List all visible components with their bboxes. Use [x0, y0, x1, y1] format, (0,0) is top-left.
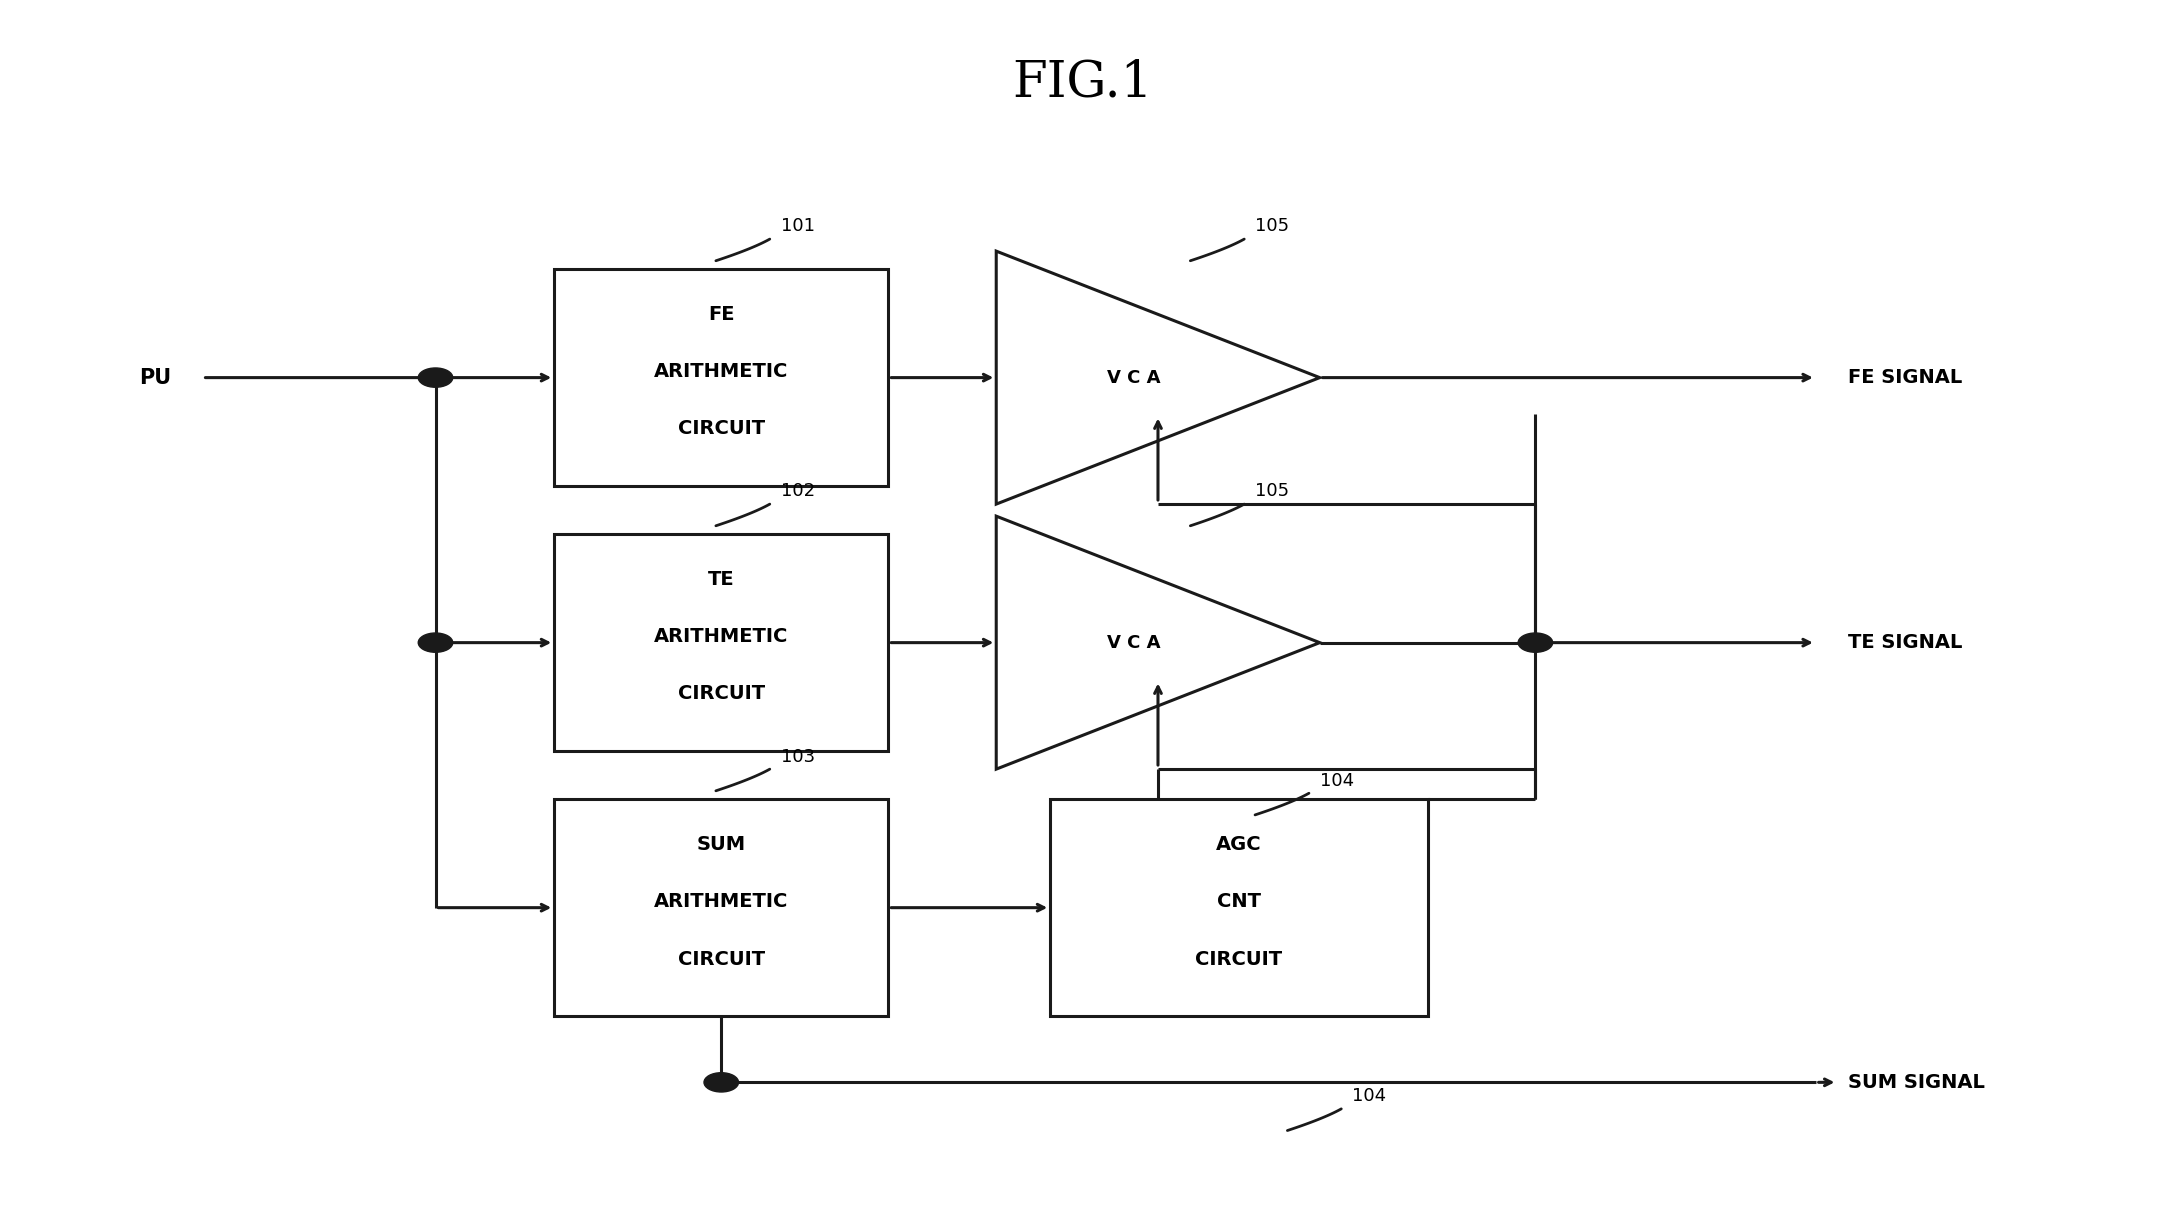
Text: CIRCUIT: CIRCUIT	[678, 684, 764, 704]
Circle shape	[418, 368, 452, 387]
Text: 105: 105	[1256, 483, 1288, 501]
Text: 101: 101	[782, 217, 814, 235]
Text: PU: PU	[139, 368, 171, 388]
Text: TE SIGNAL: TE SIGNAL	[1849, 633, 1961, 653]
Circle shape	[704, 1072, 738, 1092]
Bar	[1050, 799, 1427, 1016]
Text: TE: TE	[708, 570, 734, 590]
Bar	[554, 269, 888, 486]
Text: 104: 104	[1321, 771, 1353, 790]
Text: CNT: CNT	[1217, 893, 1260, 911]
Text: ARITHMETIC: ARITHMETIC	[654, 893, 788, 911]
Polygon shape	[996, 517, 1321, 769]
Bar	[554, 534, 888, 751]
Text: CIRCUIT: CIRCUIT	[678, 420, 764, 438]
Text: SUM SIGNAL: SUM SIGNAL	[1849, 1072, 1985, 1092]
Text: V C A: V C A	[1106, 633, 1160, 651]
Text: 103: 103	[782, 747, 814, 765]
Text: FE: FE	[708, 306, 734, 324]
Text: AGC: AGC	[1217, 836, 1262, 854]
Circle shape	[418, 633, 452, 653]
Circle shape	[1518, 633, 1552, 653]
Text: 105: 105	[1256, 217, 1288, 235]
Text: SUM: SUM	[697, 836, 745, 854]
Text: ARITHMETIC: ARITHMETIC	[654, 363, 788, 381]
Text: CIRCUIT: CIRCUIT	[678, 950, 764, 968]
Text: ARITHMETIC: ARITHMETIC	[654, 627, 788, 647]
Bar	[554, 799, 888, 1016]
Text: 102: 102	[782, 483, 814, 501]
Polygon shape	[996, 251, 1321, 505]
Text: FIG.1: FIG.1	[1013, 58, 1152, 107]
Text: FE SIGNAL: FE SIGNAL	[1849, 368, 1961, 387]
Text: 104: 104	[1353, 1087, 1386, 1105]
Text: CIRCUIT: CIRCUIT	[1195, 950, 1282, 968]
Text: V C A: V C A	[1106, 369, 1160, 387]
